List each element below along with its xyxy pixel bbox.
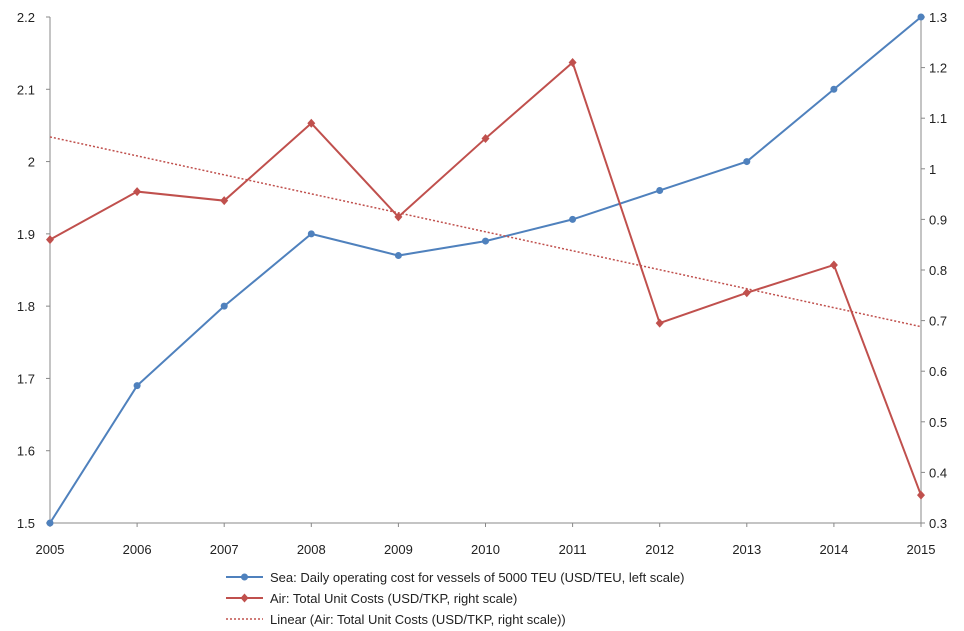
data-point [394, 212, 403, 222]
data-point [829, 260, 838, 270]
left-tick-label: 1.6 [17, 444, 35, 459]
legend-label: Air: Total Unit Costs (USD/TKP, right sc… [270, 591, 517, 606]
data-point [307, 118, 316, 128]
x-tick-label: 2015 [907, 542, 936, 557]
data-point [830, 85, 838, 93]
data-point [307, 230, 315, 238]
left-tick-label: 1.7 [17, 371, 35, 386]
legend-label: Linear (Air: Total Unit Costs (USD/TKP, … [270, 612, 566, 627]
data-point [917, 13, 925, 21]
data-point [133, 187, 142, 197]
right-tick-label: 0.8 [929, 263, 947, 278]
x-tick-label: 2010 [471, 542, 500, 557]
right-tick-label: 1 [929, 162, 936, 177]
data-point [133, 382, 141, 390]
left-axis-ticks: 1.5 1.6 1.7 1.8 1.9 2 2.1 2.2 [17, 10, 50, 531]
data-point [917, 490, 925, 500]
x-tick-label: 2014 [819, 542, 848, 557]
axes [49, 17, 922, 524]
x-tick-label: 2012 [645, 542, 674, 557]
x-tick-label: 2007 [210, 542, 239, 557]
left-tick-label: 1.9 [17, 227, 35, 242]
right-tick-label: 0.4 [929, 465, 947, 480]
right-tick-label: 0.3 [929, 516, 947, 531]
right-tick-label: 0.5 [929, 415, 947, 430]
right-tick-label: 1.3 [929, 10, 947, 25]
x-tick-label: 2013 [732, 542, 761, 557]
data-point [656, 186, 664, 194]
data-point [220, 196, 229, 206]
series-layer [46, 13, 925, 527]
data-point [569, 215, 577, 223]
left-tick-label: 2.1 [17, 82, 35, 97]
legend-marker [241, 573, 248, 581]
x-tick-label: 2011 [559, 542, 587, 557]
right-tick-label: 0.7 [929, 314, 947, 329]
series-line-0 [49, 16, 922, 524]
legend: Sea: Daily operating cost for vessels of… [226, 570, 684, 627]
series-line-1 [49, 60, 922, 496]
x-tick-label: 2005 [36, 542, 65, 557]
right-tick-label: 1.1 [929, 111, 947, 126]
data-point [46, 235, 54, 245]
right-tick-label: 1.2 [929, 61, 947, 76]
legend-label: Sea: Daily operating cost for vessels of… [270, 570, 684, 585]
data-point [743, 158, 751, 166]
left-tick-label: 2 [28, 155, 35, 170]
x-tick-label: 2009 [384, 542, 413, 557]
right-tick-label: 0.6 [929, 364, 947, 379]
x-tick-label: 2008 [297, 542, 326, 557]
data-point [394, 252, 402, 260]
data-point [742, 288, 751, 298]
right-tick-label: 0.9 [929, 212, 947, 227]
left-tick-label: 1.8 [17, 299, 35, 314]
legend-marker [240, 593, 249, 603]
data-point [46, 519, 54, 527]
series-line-2 [49, 136, 922, 328]
right-axis-ticks: 0.3 0.4 0.5 0.6 0.7 0.8 0.9 1 1.1 1.2 1.3 [921, 10, 947, 531]
data-point [220, 302, 228, 310]
data-point [481, 133, 490, 143]
x-axis-ticks: 2005 2006 2007 2008 2009 2010 2011 2012 2013 2014… [36, 523, 936, 557]
x-tick-label: 2006 [123, 542, 152, 557]
data-point [655, 318, 664, 328]
data-point [568, 58, 577, 68]
left-tick-label: 2.2 [17, 10, 35, 25]
data-point [482, 237, 489, 245]
left-tick-label: 1.5 [17, 516, 35, 531]
